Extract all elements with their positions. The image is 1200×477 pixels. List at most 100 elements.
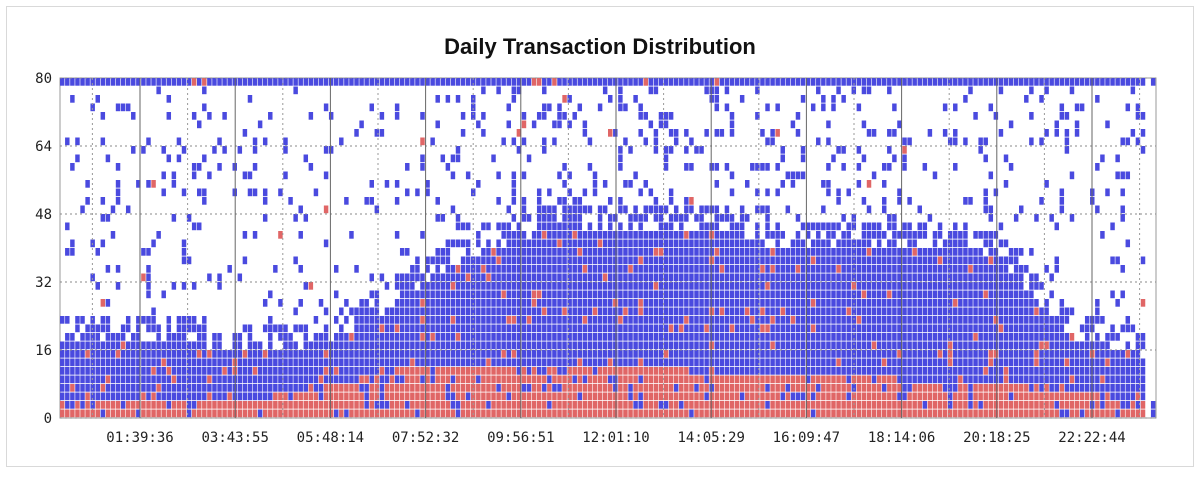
heatmap-cell [841, 78, 845, 86]
heatmap-cell [623, 257, 627, 265]
heatmap-cell [603, 384, 607, 392]
heatmap-cell [446, 78, 450, 86]
heatmap-cell [618, 282, 622, 290]
heatmap-cell [1014, 384, 1018, 392]
heatmap-cell [796, 376, 800, 384]
heatmap-cell [1095, 342, 1099, 350]
heatmap-cell [720, 367, 724, 375]
heatmap-cell [557, 410, 561, 418]
heatmap-cell [1126, 325, 1130, 333]
heatmap-cell [461, 410, 465, 418]
heatmap-cell [248, 359, 252, 367]
heatmap-cell [694, 214, 698, 222]
heatmap-cell [623, 325, 627, 333]
heatmap-cell [775, 384, 779, 392]
heatmap-cell [522, 274, 526, 282]
heatmap-cell [918, 342, 922, 350]
heatmap-cell [1085, 325, 1089, 333]
heatmap-cell [90, 384, 94, 392]
heatmap-cell [1115, 299, 1119, 307]
heatmap-cell [775, 350, 779, 358]
heatmap-cell [263, 384, 267, 392]
heatmap-cell [720, 257, 724, 265]
heatmap-cell [572, 333, 576, 341]
heatmap-cell [75, 155, 79, 163]
heatmap-cell [821, 401, 825, 409]
heatmap-cell [740, 401, 744, 409]
heatmap-cell [902, 376, 906, 384]
heatmap-cell [786, 248, 790, 256]
heatmap-cell [329, 401, 333, 409]
heatmap-cell [846, 78, 850, 86]
heatmap-cell [466, 172, 470, 180]
heatmap-cell [841, 410, 845, 418]
heatmap-cell [796, 248, 800, 256]
heatmap-cell [735, 316, 739, 324]
heatmap-cell [1044, 350, 1048, 358]
heatmap-cell [441, 384, 445, 392]
heatmap-cell [938, 410, 942, 418]
heatmap-cell [293, 359, 297, 367]
heatmap-cell [1110, 325, 1114, 333]
heatmap-cell [1105, 78, 1109, 86]
heatmap-cell [1085, 376, 1089, 384]
heatmap-cell [791, 401, 795, 409]
heatmap-cell [659, 112, 663, 120]
heatmap-cell [588, 308, 592, 316]
heatmap-cell [1120, 189, 1124, 197]
heatmap-cell [222, 393, 226, 401]
heatmap-cell [1065, 393, 1069, 401]
heatmap-cell [725, 342, 729, 350]
heatmap-cell [293, 214, 297, 222]
heatmap-cell [1024, 384, 1028, 392]
heatmap-cell [902, 410, 906, 418]
heatmap-cell [618, 163, 622, 171]
heatmap-cell [963, 231, 967, 239]
heatmap-cell [496, 78, 500, 86]
heatmap-cell [547, 240, 551, 248]
heatmap-cell [633, 299, 637, 307]
heatmap-cell [481, 342, 485, 350]
heatmap-cell [583, 240, 587, 248]
heatmap-cell [826, 163, 830, 171]
heatmap-cell [958, 316, 962, 324]
heatmap-cell [405, 78, 409, 86]
heatmap-cell [862, 299, 866, 307]
heatmap-cell [765, 248, 769, 256]
heatmap-cell [1039, 325, 1043, 333]
heatmap-cell [583, 189, 587, 197]
heatmap-cell [994, 393, 998, 401]
heatmap-cell [633, 410, 637, 418]
heatmap-cell [435, 299, 439, 307]
heatmap-cell [364, 410, 368, 418]
heatmap-cell [562, 257, 566, 265]
heatmap-cell [953, 291, 957, 299]
heatmap-cell [750, 342, 754, 350]
heatmap-cell [385, 350, 389, 358]
heatmap-cell [659, 393, 663, 401]
heatmap-cell [410, 308, 414, 316]
heatmap-cell [405, 376, 409, 384]
heatmap-cell [669, 231, 673, 239]
heatmap-cell [826, 401, 830, 409]
heatmap-cell [791, 121, 795, 129]
heatmap-cell [542, 87, 546, 95]
heatmap-cell [836, 350, 840, 358]
heatmap-cell [1141, 299, 1145, 307]
heatmap-cell [918, 223, 922, 231]
heatmap-cell [167, 350, 171, 358]
heatmap-cell [623, 138, 627, 146]
heatmap-cell [857, 316, 861, 324]
heatmap-cell [669, 189, 673, 197]
heatmap-cell [715, 308, 719, 316]
heatmap-cell [1085, 342, 1089, 350]
heatmap-cell [70, 367, 74, 375]
heatmap-cell [65, 359, 69, 367]
heatmap-cell [101, 350, 105, 358]
heatmap-cell [339, 376, 343, 384]
heatmap-cell [182, 410, 186, 418]
heatmap-cell [633, 401, 637, 409]
heatmap-cell [75, 367, 79, 375]
heatmap-cell [836, 299, 840, 307]
